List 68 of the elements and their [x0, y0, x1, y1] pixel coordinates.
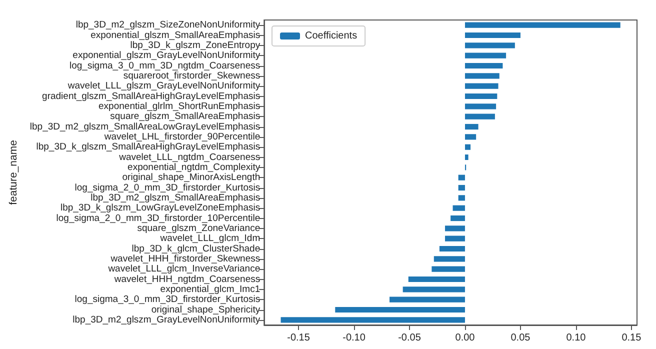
y-tick-label: lbp_3D_m2_glszm_SizeZoneNonUniformity [76, 20, 260, 31]
bar [445, 226, 465, 232]
x-tick-label: 0.15 [622, 332, 642, 344]
bar [464, 73, 500, 79]
x-tick-label: 0.00 [455, 332, 476, 344]
bar [464, 52, 506, 58]
y-tick-label: exponential_glrlm_ShortRunEmphasis [98, 100, 260, 112]
y-tick-label: square_glszm_SmallAreaEmphasis [110, 111, 260, 122]
bar [432, 266, 465, 272]
bar [464, 144, 471, 150]
x-tick-label: -0.15 [287, 332, 310, 344]
bar [464, 93, 498, 100]
y-tick-label: log_sigma_2_0_mm_3D_firstorder_10Percentile [56, 212, 260, 224]
y-tick-label: exponential_ngtdm_Complexity [128, 162, 260, 173]
bar [464, 104, 496, 110]
x-tick-label: 0.05 [510, 332, 531, 344]
y-tick-label: lbp_3D_k_glszm_LowGrayLevelZoneEmphasis [60, 202, 260, 214]
bar [402, 286, 465, 292]
y-tick-label: original_shape_MinorAxisLength [122, 172, 260, 184]
y-tick-label: wavelet_LLL_glszm_GrayLevelNonUniformity [66, 80, 260, 92]
bar [464, 42, 515, 48]
y-tick-label: squareroot_firstorder_Skewness [123, 70, 260, 82]
y-tick-label: wavelet_LLL_glcm_InverseVariance [107, 264, 260, 275]
y-tick-label: wavelet_HHH_ngtdm_Coarseness [113, 274, 260, 285]
y-tick-label: original_shape_Sphericity [151, 304, 260, 316]
y-tick-label: exponential_glszm_GrayLevelNonUniformity [72, 50, 260, 62]
y-tick-label: lbp_3D_k_glszm_ZoneEntropy [130, 40, 260, 51]
y-tick-label: exponential_glszm_SmallAreaEmphasis [90, 30, 260, 41]
bar [458, 195, 465, 201]
y-tick-label: log_sigma_3_0_mm_3D_ngtdm_Coarseness [69, 60, 260, 72]
bar [439, 246, 465, 252]
bar [464, 32, 520, 38]
x-tick-label: -0.05 [398, 332, 422, 344]
y-tick-label: lbp_3D_k_glcm_ClusterShade [132, 243, 260, 254]
legend-label: Coefficients [305, 30, 358, 42]
bar [458, 174, 465, 180]
bar [464, 134, 476, 140]
y-tick-label: gradient_glszm_SmallAreaHighGrayLevelEmphasis [42, 90, 260, 102]
y-tick-label: exponential_glcm_Imc1 [160, 284, 260, 295]
bar [464, 114, 495, 120]
bar [390, 296, 465, 302]
x-tick-label: 0.10 [566, 332, 586, 344]
bar [464, 83, 498, 89]
y-tick-label: lbp_3D_m2_glszm_GrayLevelNonUniformity [72, 314, 260, 326]
bar [464, 62, 503, 69]
y-tick-label: square_glszm_ZoneVariance [137, 222, 260, 234]
bar [452, 205, 465, 211]
y-tick-label: lbp_3D_m2_glszm_SmallAreaEmphasis [90, 192, 260, 204]
bar [450, 215, 465, 222]
bar [464, 124, 478, 130]
bar [408, 276, 465, 282]
y-tick-label: wavelet_LHL_firstorder_90Percentile [103, 131, 260, 142]
y-tick-label: log_sigma_3_0_mm_3D_firstorder_Kurtosis [74, 294, 260, 306]
y-tick-label: wavelet_LLL_glcm_Idm [159, 233, 260, 244]
bar [335, 306, 465, 313]
bar [458, 184, 465, 191]
y-tick-label: wavelet_LLL_ngtdm_Coarseness [118, 152, 260, 163]
bar [464, 22, 620, 28]
bar [280, 317, 465, 323]
y-tick-label: log_sigma_2_0_mm_3D_firstorder_Kurtosis [74, 182, 260, 194]
y-axis-title: feature_name [8, 140, 20, 205]
y-tick-label: lbp_3D_m2_glszm_SmallAreaLowGrayLevelEmphasis [30, 121, 260, 132]
y-tick-label: lbp_3D_k_glszm_SmallAreaHighGrayLevelEmphasis [36, 142, 260, 153]
bar [445, 236, 465, 242]
bar [434, 256, 465, 262]
x-tick-label: -0.10 [342, 332, 366, 344]
bar [464, 154, 468, 160]
y-tick-label: wavelet_HHH_firstorder_Skewness [110, 253, 260, 264]
